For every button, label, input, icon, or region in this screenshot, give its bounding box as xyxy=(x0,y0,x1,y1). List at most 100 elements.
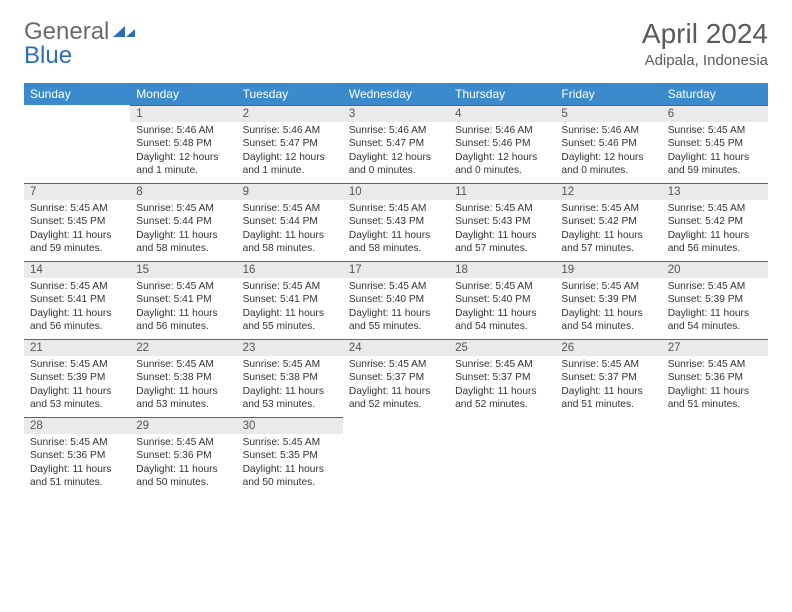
day-content: Sunrise: 5:45 AMSunset: 5:36 PMDaylight:… xyxy=(24,434,130,495)
calendar-header-row: SundayMondayTuesdayWednesdayThursdayFrid… xyxy=(24,83,768,105)
day-cell: 14Sunrise: 5:45 AMSunset: 5:41 PMDayligh… xyxy=(24,261,130,339)
day-cell: 3Sunrise: 5:46 AMSunset: 5:47 PMDaylight… xyxy=(343,105,449,183)
empty-cell xyxy=(449,417,555,495)
sunrise-text: Sunrise: 5:46 AM xyxy=(136,124,230,137)
day-number: 29 xyxy=(130,417,236,434)
sunset-text: Sunset: 5:38 PM xyxy=(243,371,337,384)
day-cell: 7Sunrise: 5:45 AMSunset: 5:45 PMDaylight… xyxy=(24,183,130,261)
daylight-text-2: and 54 minutes. xyxy=(455,320,549,333)
daylight-text-1: Daylight: 11 hours xyxy=(668,151,762,164)
day-content: Sunrise: 5:45 AMSunset: 5:43 PMDaylight:… xyxy=(343,200,449,261)
day-number: 19 xyxy=(555,261,661,278)
daylight-text-1: Daylight: 11 hours xyxy=(243,307,337,320)
weekday-header: Friday xyxy=(555,83,661,105)
location: Adipala, Indonesia xyxy=(642,52,768,69)
daylight-text-1: Daylight: 12 hours xyxy=(136,151,230,164)
day-cell: 21Sunrise: 5:45 AMSunset: 5:39 PMDayligh… xyxy=(24,339,130,417)
day-number: 26 xyxy=(555,339,661,356)
daylight-text-2: and 53 minutes. xyxy=(30,398,124,411)
sunset-text: Sunset: 5:46 PM xyxy=(455,137,549,150)
day-content: Sunrise: 5:46 AMSunset: 5:47 PMDaylight:… xyxy=(343,122,449,183)
weekday-header: Saturday xyxy=(662,83,768,105)
day-number: 5 xyxy=(555,105,661,122)
sunset-text: Sunset: 5:44 PM xyxy=(136,215,230,228)
sunset-text: Sunset: 5:39 PM xyxy=(668,293,762,306)
day-cell: 17Sunrise: 5:45 AMSunset: 5:40 PMDayligh… xyxy=(343,261,449,339)
day-content: Sunrise: 5:45 AMSunset: 5:44 PMDaylight:… xyxy=(130,200,236,261)
sunrise-text: Sunrise: 5:45 AM xyxy=(243,358,337,371)
day-content: Sunrise: 5:45 AMSunset: 5:35 PMDaylight:… xyxy=(237,434,343,495)
daylight-text-2: and 52 minutes. xyxy=(455,398,549,411)
day-cell: 8Sunrise: 5:45 AMSunset: 5:44 PMDaylight… xyxy=(130,183,236,261)
daylight-text-1: Daylight: 11 hours xyxy=(243,463,337,476)
daylight-text-2: and 53 minutes. xyxy=(136,398,230,411)
day-number: 9 xyxy=(237,183,343,200)
sunrise-text: Sunrise: 5:45 AM xyxy=(136,358,230,371)
daylight-text-1: Daylight: 11 hours xyxy=(561,307,655,320)
sunset-text: Sunset: 5:40 PM xyxy=(349,293,443,306)
sunset-text: Sunset: 5:45 PM xyxy=(668,137,762,150)
day-number: 2 xyxy=(237,105,343,122)
day-number: 1 xyxy=(130,105,236,122)
daylight-text-1: Daylight: 11 hours xyxy=(243,229,337,242)
day-cell: 27Sunrise: 5:45 AMSunset: 5:36 PMDayligh… xyxy=(662,339,768,417)
weekday-header: Wednesday xyxy=(343,83,449,105)
day-content: Sunrise: 5:45 AMSunset: 5:42 PMDaylight:… xyxy=(662,200,768,261)
daylight-text-2: and 0 minutes. xyxy=(561,164,655,177)
sunset-text: Sunset: 5:47 PM xyxy=(243,137,337,150)
day-cell: 1 Sunrise: 5:46 AMSunset: 5:48 PMDaylight… xyxy=(130,105,236,183)
day-content: Sunrise: 5:45 AMSunset: 5:38 PMDaylight:… xyxy=(130,356,236,417)
day-content: Sunrise: 5:45 AMSunset: 5:43 PMDaylight:… xyxy=(449,200,555,261)
daylight-text-2: and 51 minutes. xyxy=(668,398,762,411)
daylight-text-2: and 50 minutes. xyxy=(136,476,230,489)
day-number: 21 xyxy=(24,339,130,356)
daylight-text-2: and 53 minutes. xyxy=(243,398,337,411)
sunrise-text: Sunrise: 5:45 AM xyxy=(30,202,124,215)
day-cell: 19Sunrise: 5:45 AMSunset: 5:39 PMDayligh… xyxy=(555,261,661,339)
day-number: 25 xyxy=(449,339,555,356)
day-content: Sunrise: 5:45 AMSunset: 5:39 PMDaylight:… xyxy=(24,356,130,417)
daylight-text-2: and 56 minutes. xyxy=(30,320,124,333)
day-cell: 12Sunrise: 5:45 AMSunset: 5:42 PMDayligh… xyxy=(555,183,661,261)
daylight-text-2: and 54 minutes. xyxy=(668,320,762,333)
day-cell: 20Sunrise: 5:45 AMSunset: 5:39 PMDayligh… xyxy=(662,261,768,339)
header: General April 2024 Adipala, Indonesia xyxy=(24,18,768,69)
daylight-text-2: and 51 minutes. xyxy=(561,398,655,411)
sunrise-text: Sunrise: 5:45 AM xyxy=(136,202,230,215)
sunrise-text: Sunrise: 5:46 AM xyxy=(455,124,549,137)
daylight-text-1: Daylight: 11 hours xyxy=(30,229,124,242)
weekday-header: Sunday xyxy=(24,83,130,105)
day-number: 18 xyxy=(449,261,555,278)
day-content: Sunrise: 5:45 AMSunset: 5:37 PMDaylight:… xyxy=(555,356,661,417)
sunrise-text: Sunrise: 5:46 AM xyxy=(243,124,337,137)
sunrise-text: Sunrise: 5:45 AM xyxy=(561,358,655,371)
day-number: 12 xyxy=(555,183,661,200)
sunset-text: Sunset: 5:43 PM xyxy=(455,215,549,228)
day-number: 4 xyxy=(449,105,555,122)
daylight-text-1: Daylight: 12 hours xyxy=(561,151,655,164)
weekday-header: Monday xyxy=(130,83,236,105)
empty-cell xyxy=(555,417,661,495)
day-content: Sunrise: 5:45 AMSunset: 5:39 PMDaylight:… xyxy=(555,278,661,339)
daylight-text-2: and 59 minutes. xyxy=(30,242,124,255)
day-number: 15 xyxy=(130,261,236,278)
sunset-text: Sunset: 5:43 PM xyxy=(349,215,443,228)
daylight-text-2: and 55 minutes. xyxy=(243,320,337,333)
sunset-text: Sunset: 5:48 PM xyxy=(136,137,230,150)
day-cell: 30Sunrise: 5:45 AMSunset: 5:35 PMDayligh… xyxy=(237,417,343,495)
day-content: Sunrise: 5:45 AMSunset: 5:37 PMDaylight:… xyxy=(343,356,449,417)
daylight-text-1: Daylight: 11 hours xyxy=(455,307,549,320)
title-block: April 2024 Adipala, Indonesia xyxy=(642,18,768,69)
daylight-text-2: and 1 minute. xyxy=(243,164,337,177)
day-content: Sunrise: 5:45 AMSunset: 5:41 PMDaylight:… xyxy=(237,278,343,339)
day-cell: 28Sunrise: 5:45 AMSunset: 5:36 PMDayligh… xyxy=(24,417,130,495)
sunset-text: Sunset: 5:37 PM xyxy=(349,371,443,384)
sunrise-text: Sunrise: 5:45 AM xyxy=(455,280,549,293)
daylight-text-2: and 55 minutes. xyxy=(349,320,443,333)
calendar-week-row: 1Sunrise: 5:46 AMSunset: 5:48 PMDaylight… xyxy=(24,105,768,183)
calendar-week-row: 28Sunrise: 5:45 AMSunset: 5:36 PMDayligh… xyxy=(24,417,768,495)
sunrise-text: Sunrise: 5:45 AM xyxy=(668,202,762,215)
day-number: 28 xyxy=(24,417,130,434)
sunrise-text: Sunrise: 5:45 AM xyxy=(243,436,337,449)
calendar-week-row: 14Sunrise: 5:45 AMSunset: 5:41 PMDayligh… xyxy=(24,261,768,339)
